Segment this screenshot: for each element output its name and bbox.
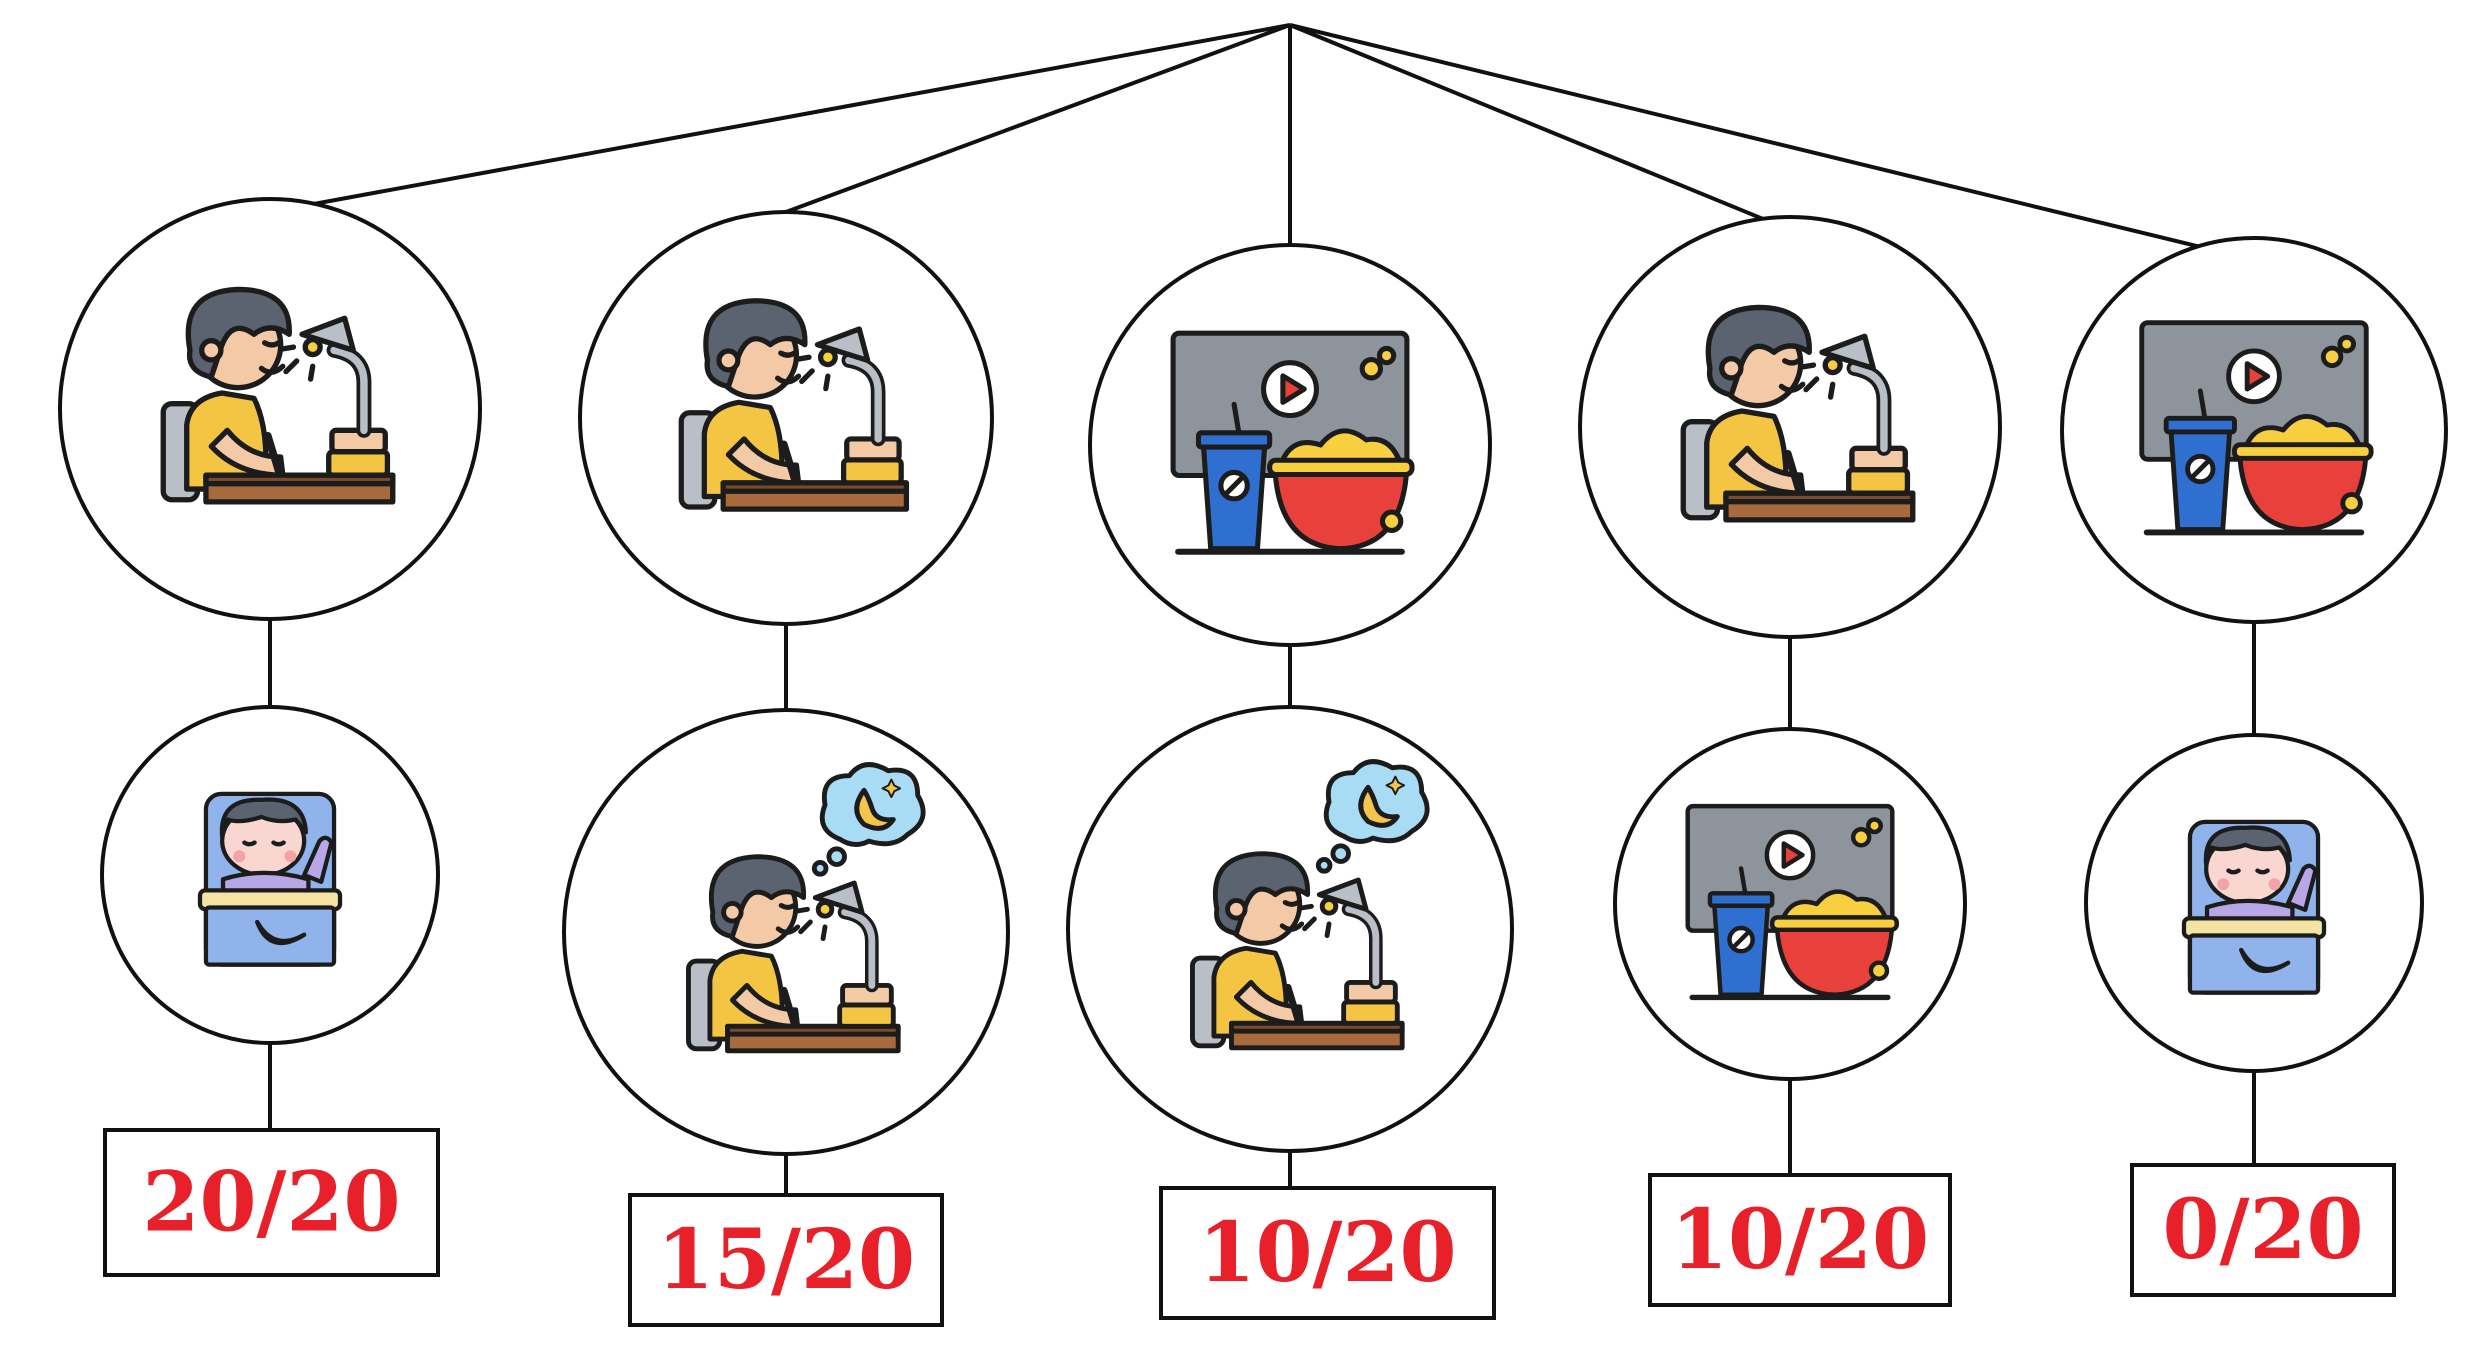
score-box-4: 10/20 [1648, 1173, 1952, 1307]
branch-1-bottom-node [100, 705, 440, 1045]
branch-4-bottom-node [1613, 727, 1967, 1081]
edge-root-to-branch-4 [1289, 23, 1791, 232]
branch-2-top-node [578, 210, 994, 626]
tv-snack-icon [1173, 333, 1412, 552]
tv-snack-icon [2142, 323, 2371, 533]
branch-3-bottom-node [1066, 705, 1514, 1153]
edge-root-to-branch-1 [269, 23, 1291, 214]
branch-2-bottom-node [562, 708, 1010, 1156]
score-label: 10/20 [1198, 1205, 1456, 1301]
tv-snack-icon [1688, 806, 1897, 997]
score-label: 20/20 [142, 1155, 400, 1251]
edge-root-to-branch-2 [785, 23, 1291, 214]
edge-root-to-branch-5 [1289, 23, 2255, 262]
score-label: 0/20 [2162, 1182, 2363, 1278]
branch-4-top-node [1578, 215, 2002, 639]
tree-nodes [58, 197, 2448, 1156]
branch-5-top-node [2060, 236, 2448, 624]
sleep-icon [2184, 822, 2324, 993]
tree-edges [268, 23, 2256, 1195]
branch-3-top-node [1088, 243, 1492, 647]
score-label: 10/20 [1671, 1192, 1929, 1288]
score-label: 15/20 [657, 1212, 915, 1308]
score-box-5: 0/20 [2130, 1163, 2396, 1297]
sleep-icon [200, 794, 340, 965]
branch-5-bottom-node [2084, 733, 2424, 1073]
score-box-3: 10/20 [1159, 1186, 1496, 1320]
score-boxes: 20/20 15/20 10/20 10/20 0/20 [103, 1128, 2396, 1327]
branch-1-top-node [58, 197, 482, 621]
score-box-1: 20/20 [103, 1128, 440, 1277]
score-box-2: 15/20 [628, 1193, 944, 1327]
